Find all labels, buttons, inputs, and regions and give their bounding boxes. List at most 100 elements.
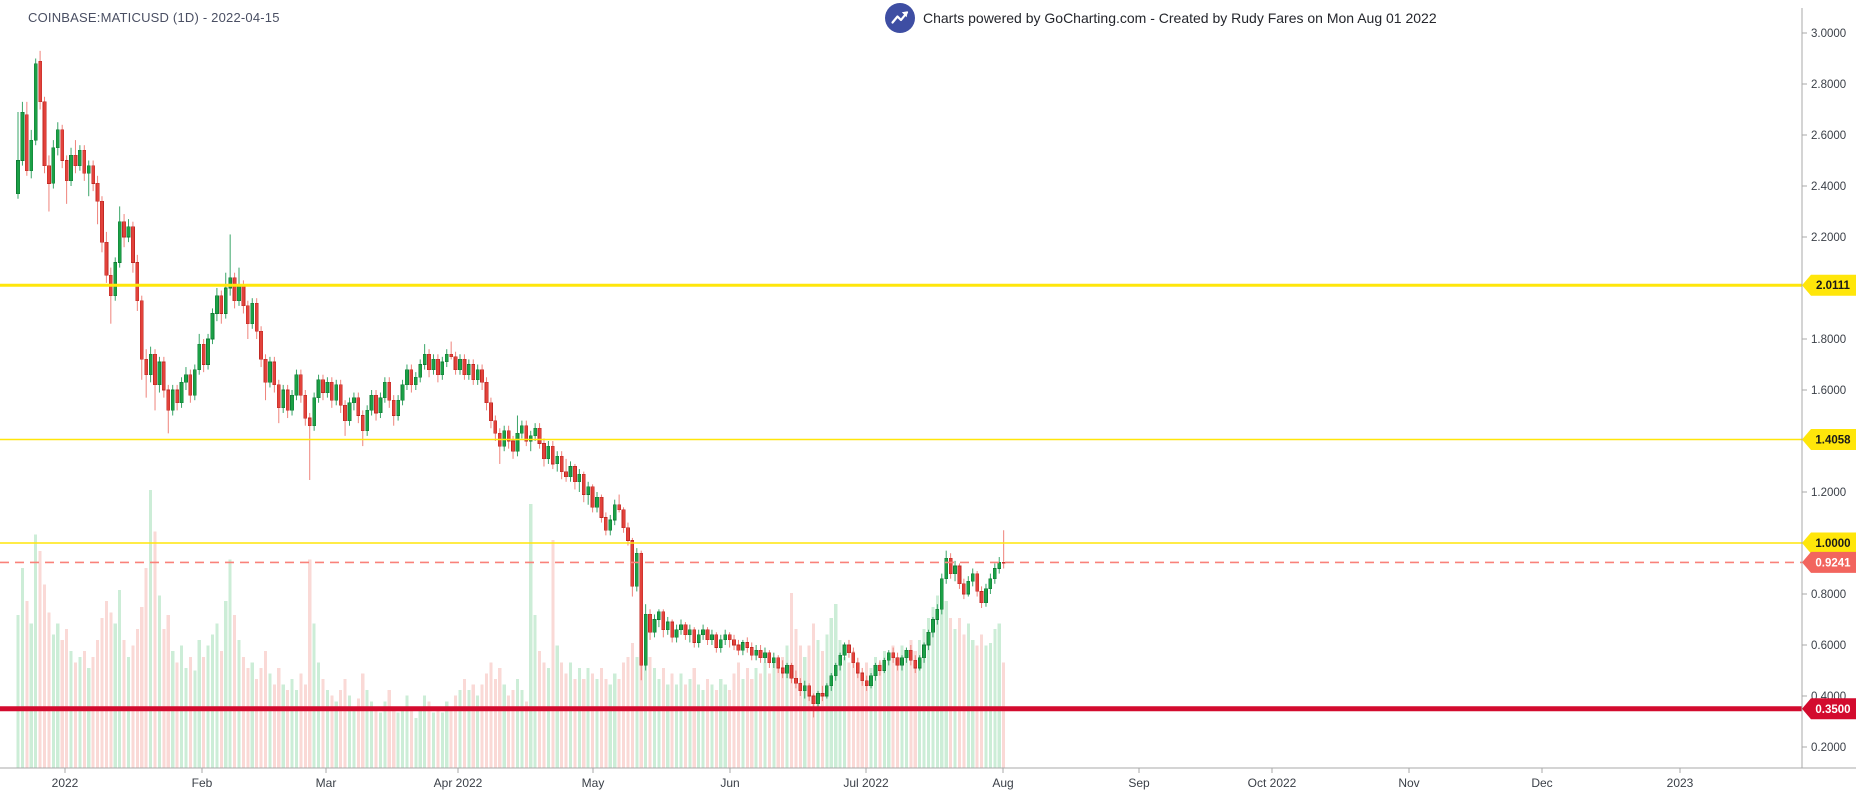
volume-bar-up (476, 695, 480, 768)
time-tick-label: Apr 2022 (434, 776, 483, 790)
volume-bar-down (96, 640, 100, 768)
candle-up (192, 369, 197, 396)
volume-bar-down (188, 656, 192, 768)
candle-down (338, 384, 343, 406)
support-badge-shape[interactable] (1802, 698, 1856, 720)
candle-down (758, 649, 763, 659)
volume-bar-down (573, 679, 577, 768)
volume-bar-up (568, 662, 573, 768)
volume-bar-down (361, 673, 365, 768)
price-axis[interactable]: 3.0000 2.8000 2.6000 2.4000 2.2000 1.8000 1.60… (1802, 28, 1846, 754)
level-badge-1.4058-shape[interactable] (1802, 429, 1856, 450)
level-badge-2.0111-shape[interactable] (1802, 274, 1856, 296)
volume-bar-down (47, 612, 51, 768)
candle-down (590, 486, 595, 508)
candle-up (612, 504, 617, 521)
candle-up (754, 649, 758, 656)
candle-up (710, 634, 714, 641)
candle-down (489, 402, 493, 421)
candle-down (391, 399, 396, 416)
candle-up (696, 634, 701, 643)
candle-up (873, 665, 878, 676)
candle-up (325, 382, 330, 393)
candle-up (763, 652, 767, 659)
volume-bar-down (750, 679, 754, 768)
volume-bar-up (922, 629, 926, 768)
volume-bar-down (542, 662, 546, 768)
candle-up (55, 129, 60, 149)
volume-bar-down (73, 662, 78, 768)
volume-bar-down (736, 662, 741, 768)
time-tick-label: Jul 2022 (843, 776, 889, 790)
candle-up (334, 384, 339, 401)
candle-up (126, 226, 131, 238)
volume-bar-down (767, 673, 771, 768)
candle-down (219, 295, 224, 314)
level-badge-1.0000-shape[interactable] (1802, 532, 1856, 554)
volume-bar-down (480, 684, 484, 768)
candle-down (979, 591, 984, 604)
volume-bar-up (988, 642, 992, 768)
candle-down (727, 634, 732, 641)
volume-bar-up (529, 503, 533, 768)
volume-bar-down (957, 617, 962, 768)
volume-bar-up (608, 684, 612, 768)
volume-bar-up (396, 712, 400, 768)
candle-up (312, 397, 316, 426)
candle-down (135, 262, 140, 302)
candle-up (405, 369, 409, 386)
support-badge[interactable]: 0.3500 (1802, 698, 1856, 720)
candle-down (736, 644, 741, 651)
volume-bar-down (860, 673, 864, 768)
time-tick-label: May (582, 776, 605, 790)
volume-bar-down (714, 690, 718, 768)
candle-down (767, 652, 772, 664)
volume-bar-up (467, 690, 471, 768)
candle-down (692, 629, 697, 643)
volume-bar-up (445, 701, 449, 768)
candle-up (502, 430, 507, 447)
candle-down (705, 629, 710, 641)
volume-bar-down (683, 684, 687, 768)
level-badge-1.4058[interactable]: 1.4058 (1802, 429, 1856, 450)
volume-bar-down (670, 673, 674, 768)
current-price-badge-shape[interactable] (1802, 551, 1856, 573)
candle-down (564, 471, 568, 478)
volume-bar-down (286, 690, 290, 768)
candle-up (440, 361, 445, 376)
candle-up (723, 634, 728, 641)
volume-bar-up (294, 690, 299, 768)
volume-bar-up (237, 640, 241, 768)
candle-down (913, 659, 918, 669)
volume-bar-up (184, 667, 188, 768)
candle-up (953, 565, 957, 574)
candle-down (789, 665, 794, 679)
volume-bar-up (825, 634, 829, 768)
volume-bar-down (661, 667, 665, 768)
candle-up (466, 364, 471, 375)
volume-bar-up (803, 656, 807, 768)
volume-bar-up (290, 679, 294, 768)
current-price-badge[interactable]: 0.9241 (1802, 551, 1856, 573)
volume-bar-up (679, 673, 683, 768)
volume-bar-up (966, 623, 970, 768)
level-badge-1.0000[interactable]: 1.0000 (1802, 532, 1856, 554)
candle-up (250, 302, 255, 324)
volume-bar-down (454, 695, 458, 768)
time-axis[interactable]: 2022 Feb Mar Apr 2022 May Jun Jul 2022 Aug Sep Oc… (52, 768, 1694, 790)
volume-bar-up (887, 656, 891, 768)
volume-bar-down (489, 662, 493, 768)
candle-up (475, 369, 480, 381)
volume-bar-up (418, 706, 422, 768)
volume-bar-up (20, 567, 24, 768)
price-tick-label: 1.8000 (1811, 334, 1846, 346)
volume-bar-up (317, 662, 321, 768)
candle-up (546, 445, 551, 460)
price-tick-label: 2.2000 (1811, 232, 1846, 244)
volume-bar-up (400, 706, 405, 768)
volume-bar-up (723, 684, 727, 768)
candle-up (528, 435, 533, 442)
volume-bar-down (60, 640, 64, 768)
level-badge-2.0111[interactable]: 2.0111 (1802, 274, 1856, 296)
